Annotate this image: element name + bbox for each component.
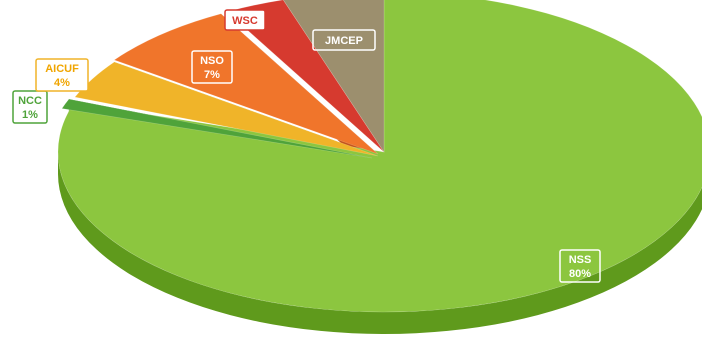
slice-label-nss: NSS 80% [559,249,601,283]
slice-label-aicuf: AICUF 4% [35,58,89,92]
pie-labels: NSS 80% NCC 1% AICUF 4% NSO 7% WSC JMCEP [12,9,601,283]
pie-slice-aicuf [74,61,379,157]
pie-slices [57,0,702,313]
slice-label-name: NSO [200,55,224,67]
slice-label-name: AICUF [45,63,79,75]
slice-label-jmcep: JMCEP [312,29,376,51]
slice-label-value: 80% [569,268,591,280]
slice-label-value: 1% [22,109,38,121]
pie-slice-nso [113,13,379,155]
slice-label-value: 4% [54,77,70,89]
slice-label-box [559,249,601,283]
slice-label-name: NSS [569,254,592,266]
slice-label-nso: NSO 7% [191,50,233,84]
slice-label-name: NCC [18,95,42,107]
slice-label-ncc: NCC 1% [12,90,48,124]
slice-label-wsc: WSC [224,9,266,31]
slice-label-box [12,90,48,124]
slice-label-name: WSC [232,15,258,27]
pie-slice-jmcep [283,0,385,153]
slice-label-value: 7% [204,69,220,81]
slice-label-name: JMCEP [325,35,363,47]
slice-label-box [35,58,89,92]
pie-slice-ncc [61,98,373,159]
slice-label-box [191,50,233,84]
slice-label-box [224,9,266,31]
slice-label-box [312,29,376,51]
